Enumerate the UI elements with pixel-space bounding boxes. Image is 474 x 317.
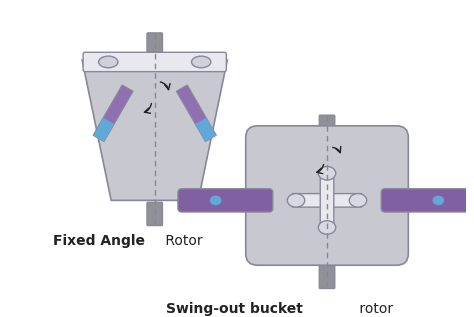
FancyBboxPatch shape [147, 33, 163, 56]
FancyBboxPatch shape [319, 265, 335, 288]
Ellipse shape [99, 56, 118, 68]
FancyBboxPatch shape [381, 189, 474, 212]
Polygon shape [176, 85, 216, 142]
FancyBboxPatch shape [292, 194, 362, 207]
Ellipse shape [191, 56, 211, 68]
FancyBboxPatch shape [320, 170, 334, 230]
Ellipse shape [319, 221, 336, 234]
Polygon shape [93, 118, 114, 142]
Ellipse shape [287, 194, 305, 207]
Ellipse shape [433, 196, 444, 205]
FancyBboxPatch shape [147, 202, 163, 225]
Polygon shape [82, 60, 228, 200]
FancyBboxPatch shape [178, 189, 273, 212]
Ellipse shape [210, 196, 221, 205]
Ellipse shape [319, 166, 336, 180]
Text: Swing-out bucket: Swing-out bucket [166, 302, 303, 316]
Polygon shape [93, 85, 133, 142]
FancyBboxPatch shape [83, 52, 227, 72]
FancyBboxPatch shape [319, 115, 335, 139]
Text: rotor: rotor [355, 302, 393, 316]
Ellipse shape [349, 194, 367, 207]
Polygon shape [195, 118, 216, 142]
Text: Rotor: Rotor [162, 234, 203, 248]
Text: Fixed Angle: Fixed Angle [53, 234, 145, 248]
FancyBboxPatch shape [246, 126, 408, 265]
